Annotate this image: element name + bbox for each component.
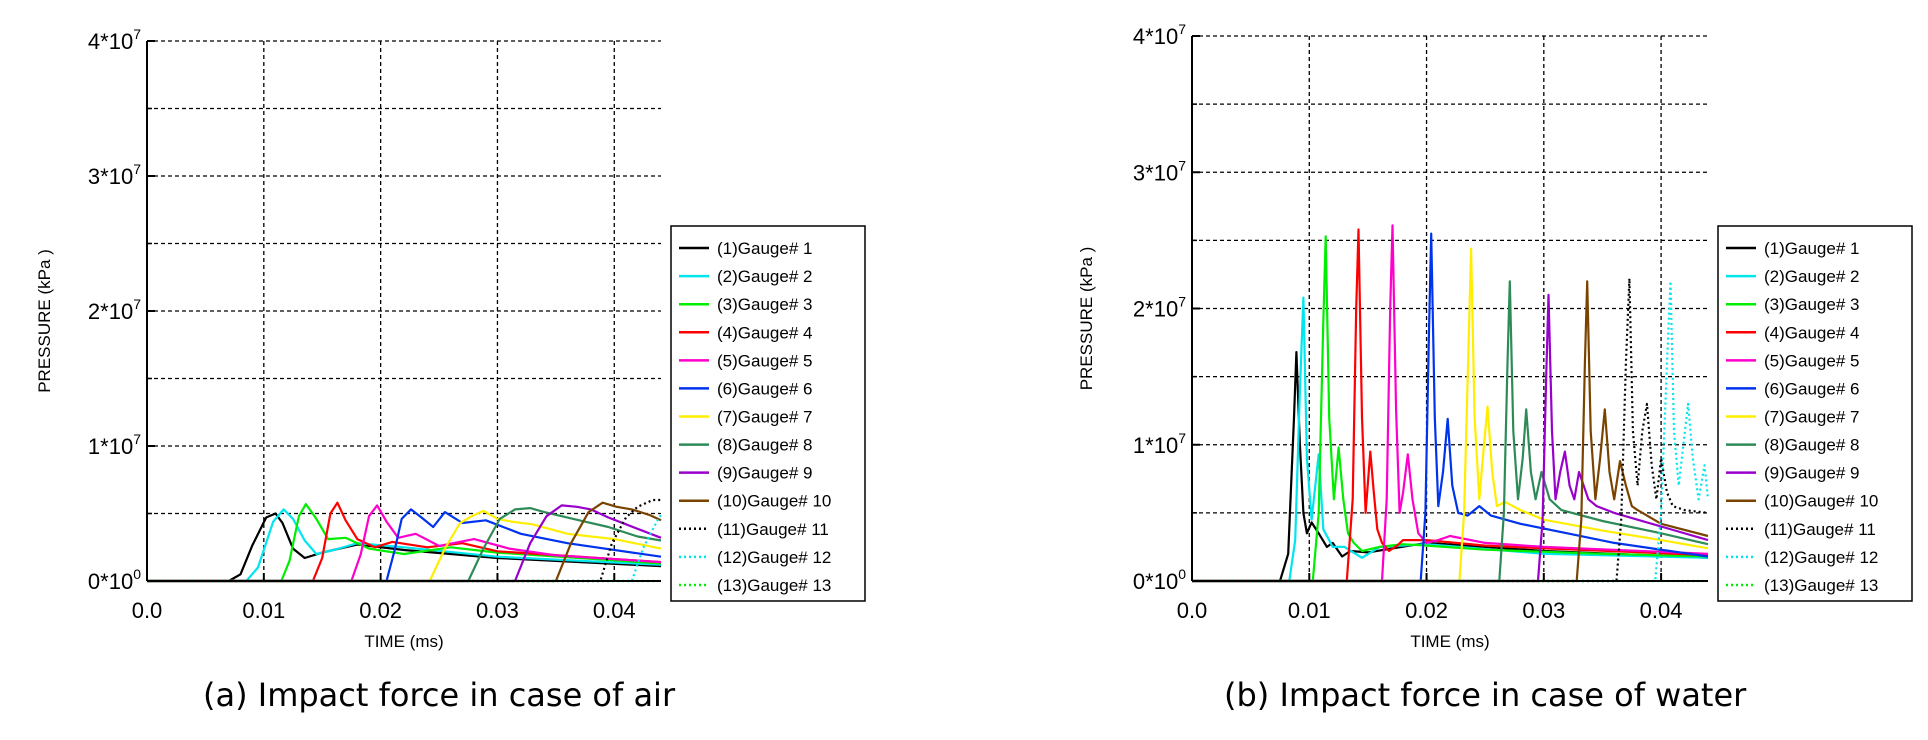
series-line-9 xyxy=(1192,293,1709,583)
legend-label-2: (2)Gauge# 2 xyxy=(717,267,812,286)
series-line-8 xyxy=(1192,280,1709,583)
legend-label-11: (11)Gauge# 11 xyxy=(1764,520,1876,539)
x-tick-label: 0.03 xyxy=(1522,598,1565,623)
legend-label-1: (1)Gauge# 1 xyxy=(717,239,812,258)
x-axis-title: TIME (ms) xyxy=(1410,632,1489,651)
series-line-3 xyxy=(1192,235,1709,583)
series-line-7 xyxy=(1192,247,1709,583)
legend-label-12: (12)Gauge# 12 xyxy=(717,548,831,567)
legend-label-5: (5)Gauge# 5 xyxy=(717,351,812,370)
legend: (1)Gauge# 1 (2)Gauge# 2 (3)Gauge# 3 (4)Gaug… xyxy=(1717,225,1913,602)
series-line-2 xyxy=(1192,296,1709,583)
y-tick-label: 4*107 xyxy=(88,26,141,54)
chart-panel-1: 0*100 1*107 2*107 3*107 4*107 0.0 0.01 0.02 0.03… xyxy=(35,26,866,651)
series-line-2 xyxy=(147,508,662,583)
x-tick-label: 0.02 xyxy=(359,598,402,623)
series-line-6 xyxy=(147,508,662,583)
legend-label-9: (9)Gauge# 9 xyxy=(1764,464,1859,483)
y-tick-label: 1*107 xyxy=(1133,430,1186,458)
y-tick-label: 0*100 xyxy=(1133,566,1186,594)
caption-water: (b) Impact force in case of water xyxy=(1224,676,1747,714)
y-tick-label: 2*107 xyxy=(1133,294,1186,322)
legend-label-13: (13)Gauge# 13 xyxy=(1764,576,1878,595)
series-line-4 xyxy=(147,501,662,583)
series-line-4 xyxy=(1192,228,1709,583)
series-group xyxy=(147,498,662,583)
legend-label-7: (7)Gauge# 7 xyxy=(717,408,812,427)
series-line-12 xyxy=(147,514,662,583)
series-line-3 xyxy=(147,503,662,583)
y-tick-label: 3*107 xyxy=(88,161,141,189)
legend-label-4: (4)Gauge# 4 xyxy=(717,323,812,342)
series-line-8 xyxy=(147,507,662,583)
legend-label-5: (5)Gauge# 5 xyxy=(1764,351,1859,370)
x-tick-label: 0.01 xyxy=(1288,598,1331,623)
legend-label-2: (2)Gauge# 2 xyxy=(1764,267,1859,286)
y-axis-title: PRESSURE (kPa ) xyxy=(1077,247,1096,391)
series-line-1 xyxy=(1192,351,1709,583)
legend-label-10: (10)Gauge# 10 xyxy=(1764,492,1878,511)
y-axis-title: PRESSURE (kPa ) xyxy=(35,249,54,393)
caption-air: (a) Impact force in case of air xyxy=(203,676,676,714)
series-group xyxy=(1192,224,1710,583)
legend-label-9: (9)Gauge# 9 xyxy=(717,464,812,483)
series-line-11 xyxy=(1192,277,1709,583)
series-line-1 xyxy=(147,512,662,583)
grid xyxy=(147,40,661,581)
y-tick-label: 3*107 xyxy=(1133,157,1186,185)
legend-label-1: (1)Gauge# 1 xyxy=(1764,239,1859,258)
x-tick-label: 0.02 xyxy=(1405,598,1448,623)
y-tick-label: 2*107 xyxy=(88,296,141,324)
legend-label-8: (8)Gauge# 8 xyxy=(1764,436,1859,455)
y-tick-label: 4*107 xyxy=(1133,21,1186,49)
series-line-12 xyxy=(1192,280,1710,583)
x-tick-label: 0.04 xyxy=(593,598,636,623)
legend-label-13: (13)Gauge# 13 xyxy=(717,576,831,595)
legend-label-6: (6)Gauge# 6 xyxy=(717,379,812,398)
x-axis-title: TIME (ms) xyxy=(364,632,443,651)
y-tick-label: 1*107 xyxy=(88,431,141,459)
x-tick-label: 0.01 xyxy=(242,598,285,623)
series-line-9 xyxy=(147,504,662,583)
legend-label-6: (6)Gauge# 6 xyxy=(1764,379,1859,398)
legend-label-12: (12)Gauge# 12 xyxy=(1764,548,1878,567)
series-line-10 xyxy=(1192,280,1709,583)
legend-box xyxy=(1717,225,1913,602)
legend-label-8: (8)Gauge# 8 xyxy=(717,436,812,455)
legend-label-3: (3)Gauge# 3 xyxy=(1764,295,1859,314)
legend-label-7: (7)Gauge# 7 xyxy=(1764,408,1859,427)
legend-label-3: (3)Gauge# 3 xyxy=(717,295,812,314)
series-line-6 xyxy=(1192,232,1709,583)
legend-box xyxy=(670,225,866,602)
legend: (1)Gauge# 1 (2)Gauge# 2 (3)Gauge# 3 (4)Gaug… xyxy=(670,225,866,602)
x-tick-label: 0.0 xyxy=(132,598,163,623)
series-line-11 xyxy=(147,498,661,583)
y-tick-label: 0*100 xyxy=(88,566,141,594)
x-tick-label: 0.04 xyxy=(1640,598,1683,623)
chart-panel-2: 0*100 1*107 2*107 3*107 4*107 0.0 0.01 0.02 0.03… xyxy=(1077,21,1913,651)
x-tick-label: 0.0 xyxy=(1177,598,1208,623)
series-line-10 xyxy=(147,501,662,583)
grid xyxy=(1192,35,1708,581)
x-tick-label: 0.03 xyxy=(476,598,519,623)
legend-label-4: (4)Gauge# 4 xyxy=(1764,323,1859,342)
legend-label-11: (11)Gauge# 11 xyxy=(717,520,829,539)
legend-label-10: (10)Gauge# 10 xyxy=(717,492,831,511)
